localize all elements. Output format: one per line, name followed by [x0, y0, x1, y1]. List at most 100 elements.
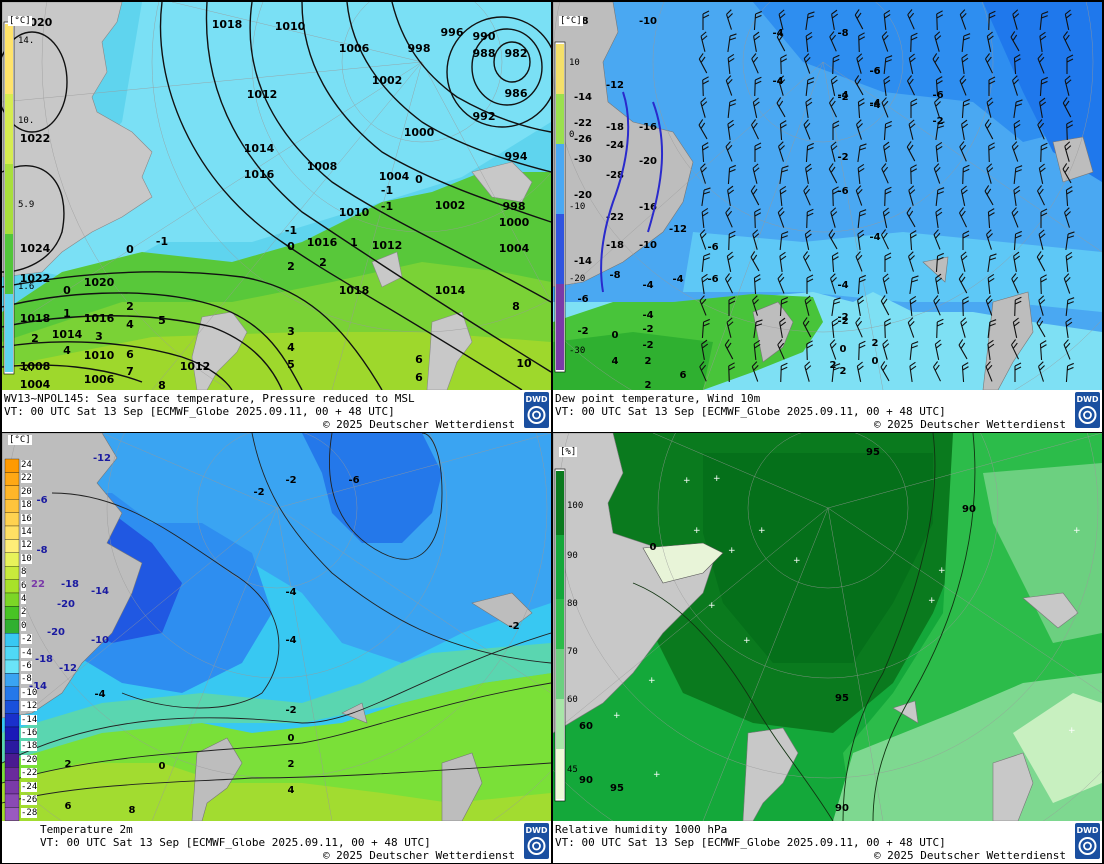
wind-barb	[753, 31, 761, 52]
sst-label: 2	[287, 260, 295, 273]
dewpoint-label: -12	[669, 224, 687, 235]
wind-barb	[779, 317, 787, 338]
wind-barb	[910, 164, 918, 185]
wind-barb	[1039, 76, 1048, 97]
isobar-label: 1018	[212, 18, 243, 31]
wind-barb	[935, 141, 943, 163]
map-sst-mslp[interactable]: 1020 1018 1010 1006 1002 998 996 990 988…	[2, 2, 551, 390]
wind-barb	[806, 274, 814, 294]
isobar-label: 1002	[372, 74, 403, 87]
wind-barb	[727, 164, 736, 185]
wind-barb	[831, 297, 841, 316]
wind-barb	[880, 295, 890, 316]
wind-barb	[935, 273, 943, 294]
svg-text:+: +	[683, 476, 691, 486]
humidity-label: 90	[962, 504, 976, 515]
wind-barb	[906, 141, 916, 162]
map-relative-humidity[interactable]: 95 90 95 95 90 90 60 0 + + + + + + + + + + + + + +…	[553, 433, 1102, 821]
wind-barb	[935, 252, 944, 273]
wind-barb	[828, 229, 838, 250]
svg-text:+: +	[653, 770, 661, 780]
dewpoint-label: -4	[869, 100, 880, 111]
wind-barb	[987, 319, 997, 339]
wind-barb	[728, 296, 736, 316]
wind-barb	[802, 317, 812, 338]
sst-label: 4	[126, 318, 134, 331]
wind-barb	[959, 141, 967, 162]
sst-label: 4	[287, 341, 295, 354]
isobar-label: 1020	[84, 276, 115, 289]
wind-barb	[728, 362, 736, 383]
map-temperature-2m[interactable]: -12 -2 -2 -6 -18 -14 -20 -20 -10 -18 -12…	[2, 433, 551, 821]
sst-label: 0	[63, 284, 71, 297]
legend-swatch	[4, 458, 20, 473]
wind-barb	[987, 273, 995, 295]
wind-barb	[778, 141, 785, 162]
wind-barb	[961, 98, 970, 119]
isobar-label: 990	[473, 30, 496, 43]
humidity-label: 90	[579, 775, 593, 786]
temperature-label: 8	[129, 805, 136, 816]
legend-swatch	[4, 592, 20, 607]
dewpoint-label: -2	[642, 340, 653, 351]
dewpoint-label: -4	[869, 232, 880, 243]
legend-tick: -30	[569, 346, 586, 356]
dewpoint-label: -18	[606, 240, 624, 251]
dewpoint-label: 2	[645, 380, 652, 390]
legend-swatch	[4, 525, 20, 540]
dewpoint-label: -4	[869, 98, 880, 109]
legend-swatch	[4, 606, 20, 620]
wind-barb	[725, 207, 733, 228]
panel-temperature-2m: -12 -2 -2 -6 -18 -14 -20 -20 -10 -18 -12…	[2, 433, 551, 863]
svg-text:+: +	[648, 676, 656, 686]
wind-barb	[804, 295, 812, 316]
wind-barb	[907, 317, 915, 338]
wind-barb	[701, 273, 709, 294]
temperature-label: -8	[36, 545, 47, 556]
wind-barb	[984, 119, 994, 140]
sst-label: -1	[156, 235, 168, 248]
isobar-label: 1010	[275, 20, 306, 33]
wind-barb	[906, 75, 916, 96]
wind-barb	[1037, 119, 1045, 140]
svg-text:+: +	[728, 546, 736, 556]
wind-barb	[883, 120, 892, 141]
wind-barb	[909, 361, 917, 382]
temperature-svg: -12 -2 -2 -6 -18 -14 -20 -20 -10 -18 -12…	[2, 433, 551, 821]
isobar-label: 1000	[499, 216, 530, 229]
wind-barb	[1065, 297, 1075, 317]
legend-swatch	[4, 646, 20, 661]
dewpoint-label: -2	[837, 152, 848, 163]
humidity-markers: + + + + + + + + + + + + + + +	[613, 474, 1081, 780]
dewpoint-label: -10	[639, 16, 657, 27]
dewpoint-label: -4	[772, 28, 783, 39]
temperature-label: -18	[35, 654, 53, 665]
wind-barb	[857, 143, 867, 162]
wind-barb	[909, 275, 919, 294]
wind-barb	[1066, 120, 1074, 141]
wind-barb	[727, 53, 735, 75]
sst-label: -1	[381, 200, 393, 213]
legend-swatch	[4, 673, 20, 687]
temperature-label: -2	[285, 475, 296, 486]
legend-swatch	[4, 726, 20, 741]
wind-barb	[884, 252, 892, 272]
wind-barb	[830, 273, 837, 294]
panel-sst-mslp: 1020 1018 1010 1006 1002 998 996 990 988…	[2, 2, 551, 432]
sst-label: 0	[287, 240, 295, 253]
dewpoint-label: -10	[639, 240, 657, 251]
legend-tick: -12	[21, 701, 38, 712]
wind-barb	[855, 317, 863, 338]
isobar-label: 1016	[244, 168, 275, 181]
wind-barb	[754, 76, 762, 97]
wind-barb	[936, 10, 944, 31]
temperature-label: -14	[29, 681, 47, 692]
isobar-label: 1014	[244, 142, 275, 155]
wind-barb	[883, 141, 891, 162]
map-dewpoint-wind[interactable]: -8 -10 -12 -14 -22 -26 -18 -16 -24 -30 -…	[553, 2, 1102, 390]
temperature-label: 2	[288, 759, 295, 770]
temperature-label: -12	[59, 663, 77, 674]
wind-barb	[958, 339, 968, 360]
dewpoint-label: -14	[574, 256, 592, 267]
wind-barb	[1064, 141, 1072, 162]
